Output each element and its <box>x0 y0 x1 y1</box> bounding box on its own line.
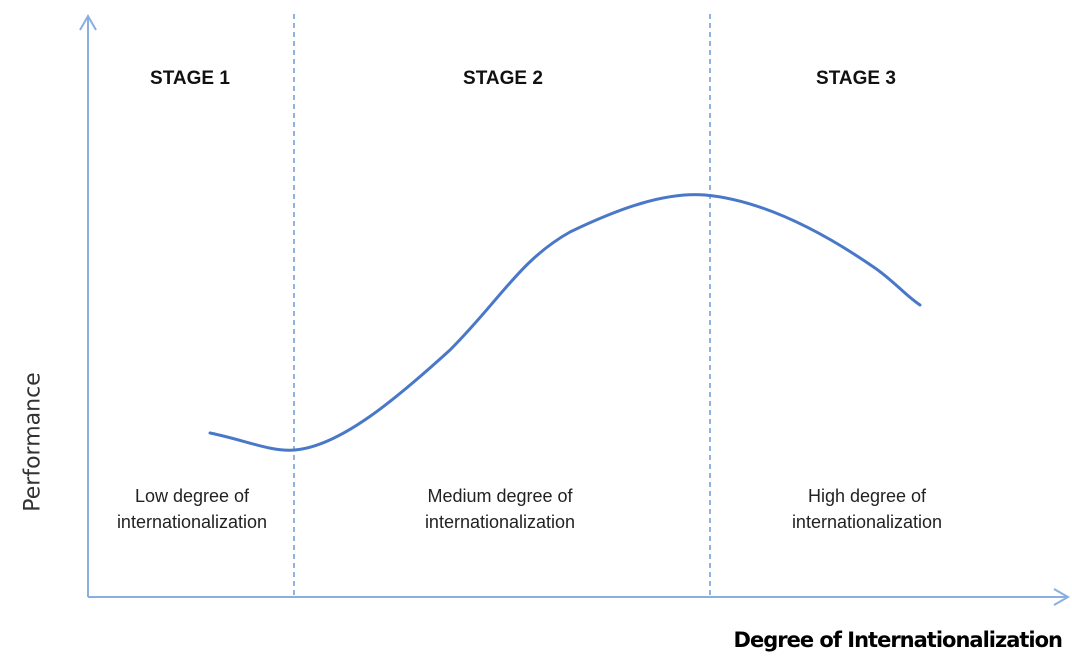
performance-curve <box>208 193 922 452</box>
x-axis-arrowhead <box>1053 588 1071 606</box>
stage-1-title: STAGE 1 <box>150 68 230 89</box>
stage-3-title: STAGE 3 <box>816 68 896 89</box>
y-axis-label: Performance <box>20 372 46 512</box>
stage-1-desc-line-2: internationalization <box>116 512 268 532</box>
stage-3-desc-line-2: internationalization <box>791 512 943 532</box>
stage-3-description: High degree of internationalization <box>737 483 997 535</box>
stage-1-desc-line-1: Low degree of <box>134 486 250 506</box>
x-axis-label: Degree of Internationalization <box>733 628 1063 652</box>
stage-2-title: STAGE 2 <box>463 68 543 89</box>
stage-2-desc-line-2: internationalization <box>424 512 576 532</box>
stage-2-description: Medium degree of internationalization <box>370 483 630 535</box>
stage-3-desc-line-1: High degree of <box>807 486 927 506</box>
y-axis-arrowhead <box>79 13 97 31</box>
stage-2-desc-line-1: Medium degree of <box>427 486 573 506</box>
stage-1-description: Low degree of internationalization <box>62 483 322 535</box>
